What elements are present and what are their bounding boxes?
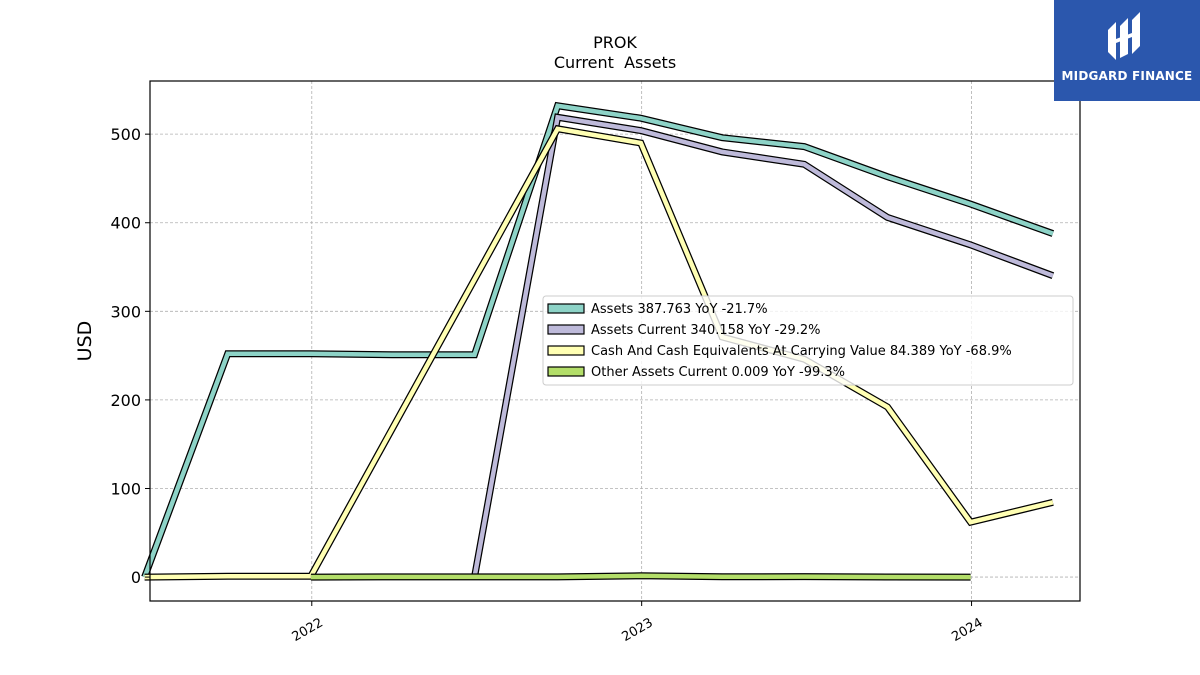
- chart-title: PROK: [593, 33, 637, 52]
- legend-label: Assets Current 340.158 YoY -29.2%: [591, 323, 821, 338]
- legend-label: Other Assets Current 0.009 YoY -99.3%: [591, 365, 845, 380]
- legend-label: Cash And Cash Equivalents At Carrying Va…: [591, 344, 1012, 359]
- y-tick-label: 200: [110, 391, 141, 410]
- y-tick-label: 0: [131, 568, 141, 587]
- plot-frame: [149, 80, 1081, 602]
- legend-label: Assets 387.763 YoY -21.7%: [591, 302, 768, 317]
- series-line: [310, 573, 971, 580]
- x-tick-label: 2023: [620, 615, 656, 645]
- x-tick-label: 2024: [949, 615, 985, 645]
- legend-swatch: [547, 324, 585, 335]
- logo-mark-icon: [1108, 12, 1140, 60]
- legend-swatch: [547, 366, 585, 377]
- y-tick-label: 500: [110, 125, 141, 144]
- midgard-finance-logo: MIDGARD FINANCE: [1054, 0, 1200, 101]
- chart-subtitle: Current Assets: [554, 53, 676, 72]
- y-tick-label: 100: [110, 479, 141, 498]
- logo-text: MIDGARD FINANCE: [1061, 69, 1193, 83]
- legend-swatch: [547, 303, 585, 314]
- gridlines: [150, 81, 1080, 601]
- y-axis-label: USD: [74, 321, 96, 362]
- legend: Assets 387.763 YoY -21.7% Assets Current …: [542, 295, 1074, 386]
- legend-box: [542, 295, 1074, 386]
- y-tick-label: 400: [110, 214, 141, 233]
- series-line: [144, 126, 1054, 580]
- y-tick-label: 300: [110, 302, 141, 321]
- series-lines: [141, 101, 1055, 581]
- series-line: [472, 114, 1054, 578]
- legend-swatch: [547, 345, 585, 356]
- x-tick-label: 2022: [290, 615, 326, 645]
- series-line: [142, 103, 1054, 578]
